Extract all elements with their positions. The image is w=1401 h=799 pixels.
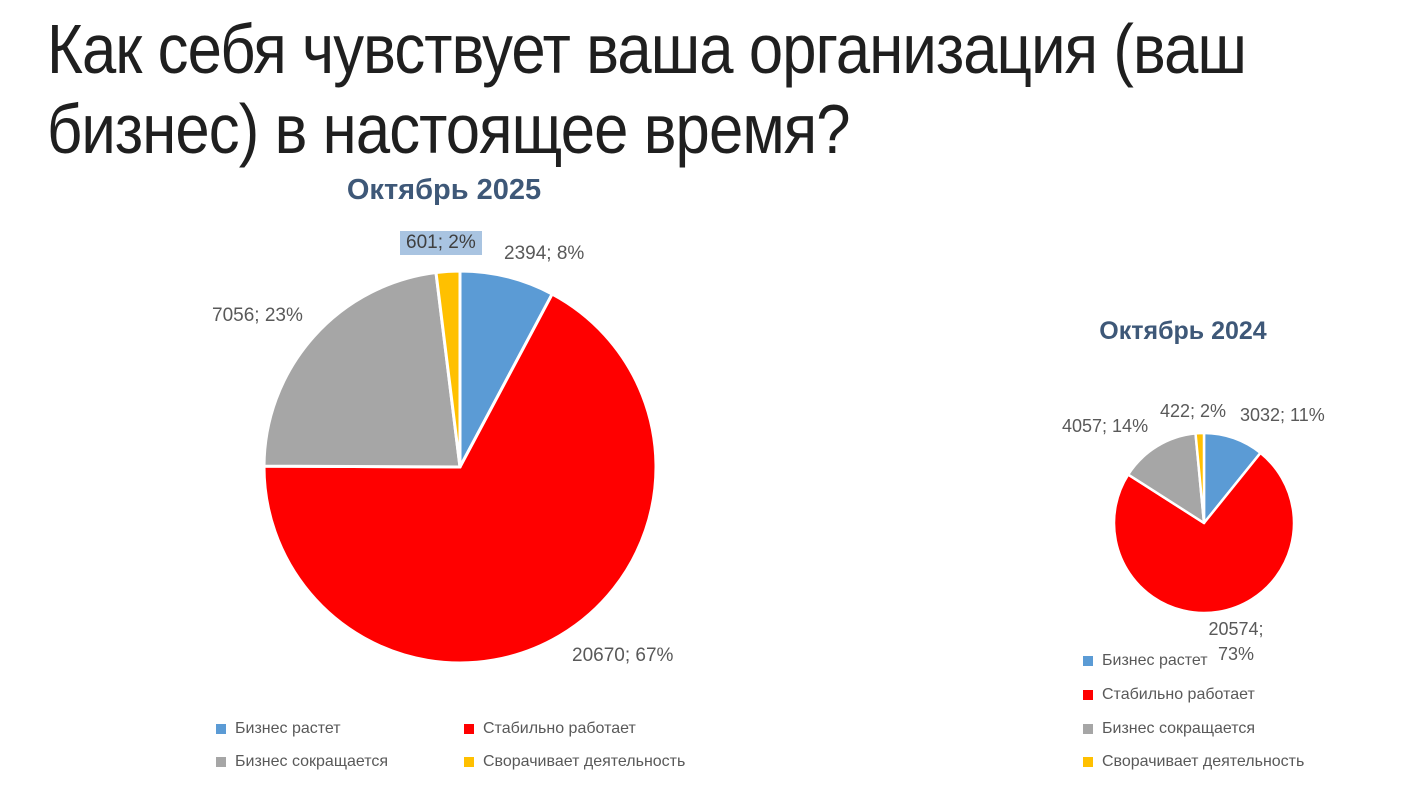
pie-chart-2024[interactable] (1111, 430, 1297, 616)
data-label-business-grows-2024[interactable]: 3032; 11% (1240, 405, 1325, 425)
pie-slice-4[interactable] (434, 269, 462, 469)
data-label-closing-2024[interactable]: 422; 2% (1160, 401, 1227, 421)
legend-label: Бизнес сокращается (235, 753, 389, 770)
legend-marker-blue-icon (216, 724, 226, 734)
legend-marker-gray-icon (216, 757, 226, 767)
slide-title[interactable]: Как себя чувствует ваша организация (ваш… (47, 10, 1401, 170)
legend-item-business-grows-2025[interactable]: Бизнес растет (216, 720, 341, 738)
legend-marker-yellow-icon (464, 757, 474, 767)
data-label-stable-2025[interactable]: 20670; 67% (572, 645, 674, 666)
chart-title-2024[interactable]: Октябрь 2024 (1099, 317, 1267, 345)
legend-label: Бизнес сокращается (1102, 720, 1256, 737)
data-label-stable-2024[interactable]: 20574; 73% (1208, 619, 1264, 665)
legend-item-stable-2025[interactable]: Стабильно работает (464, 720, 636, 738)
legend-item-business-grows-2024[interactable]: Бизнес растет (1083, 652, 1208, 670)
pie-slice-4[interactable] (1194, 431, 1206, 525)
legend-item-shrinking-2025[interactable]: Бизнес сокращается (216, 753, 388, 771)
pie-slice-3[interactable] (1126, 432, 1206, 525)
data-label-shrinking-2025[interactable]: 7056; 23% (212, 305, 303, 326)
legend-item-closing-2024[interactable]: Сворачивает деятельность (1083, 753, 1304, 771)
legend-item-closing-2025[interactable]: Сворачивает деятельность (464, 753, 685, 771)
pie-slice-2[interactable] (1112, 451, 1296, 615)
pie-slice-3[interactable] (262, 270, 462, 469)
legend-label: Сворачивает деятельность (483, 753, 686, 770)
pie-chart-2025[interactable] (260, 267, 660, 667)
slide-title-line-1: Как себя чувствует ваша организация (ваш (47, 10, 1247, 88)
data-label-business-grows-2025[interactable]: 2394; 8% (504, 243, 585, 264)
legend-label: Сворачивает деятельность (1102, 753, 1305, 770)
legend-item-stable-2024[interactable]: Стабильно работает (1083, 686, 1255, 704)
legend-label: Бизнес растет (235, 720, 341, 737)
legend-marker-yellow-icon (1083, 757, 1093, 767)
pie-slice-2[interactable] (262, 292, 658, 665)
slide-title-line-2: бизнес) в настоящее время? (47, 89, 851, 168)
legend-marker-gray-icon (1083, 724, 1093, 734)
legend-label: Стабильно работает (483, 720, 636, 737)
data-label-closing-2025-selected[interactable]: 601; 2% (400, 231, 482, 255)
pie-slice-1[interactable] (458, 269, 554, 469)
legend-marker-blue-icon (1083, 656, 1093, 666)
data-label-shrinking-2024[interactable]: 4057; 14% (1062, 416, 1149, 436)
legend-label: Бизнес растет (1102, 652, 1208, 669)
legend-item-shrinking-2024[interactable]: Бизнес сокращается (1083, 720, 1255, 738)
legend-marker-red-icon (1083, 690, 1093, 700)
chart-title-2025[interactable]: Октябрь 2025 (346, 174, 542, 206)
legend-marker-red-icon (464, 724, 474, 734)
legend-label: Стабильно работает (1102, 686, 1255, 703)
